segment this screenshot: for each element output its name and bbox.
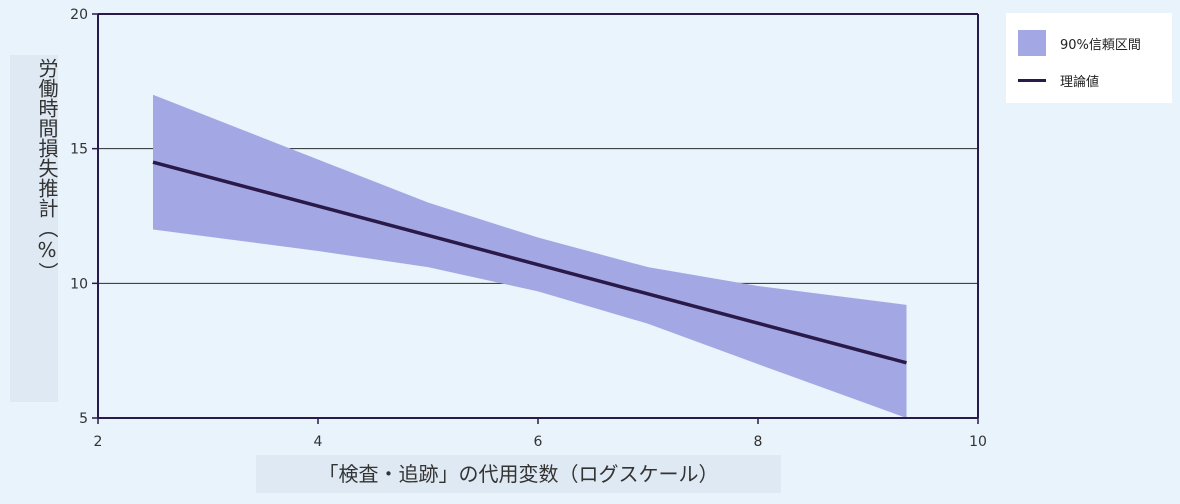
y-tick-label-0: 5 [79,411,88,427]
legend-swatch-band [1018,30,1046,56]
tick-layer: 5 10 15 20 2 4 6 8 10 [70,7,987,450]
y-axis-label: 労働時間損失推計（%） [35,58,59,282]
x-tick-label-0: 2 [94,434,103,450]
legend-label-band: 90%信頼区間 [1060,37,1141,53]
axis-layer [92,13,979,424]
legend-item-line: 理論値 [1018,71,1099,90]
y-tick-label-1: 10 [70,276,88,292]
confidence-band [153,94,907,419]
legend-item-band: 90%信頼区間 [1018,30,1141,56]
x-tick-label-3: 8 [754,434,763,450]
legend-label-line: 理論値 [1060,75,1100,90]
theoretical-line [152,160,907,365]
y-axis-label-box [10,55,58,402]
y-tick-label-2: 15 [70,142,88,158]
legend-swatch-line [1018,79,1046,82]
legend: 90%信頼区間 理論値 [1006,13,1172,103]
x-tick-label-2: 6 [534,434,543,450]
x-tick-label-4: 10 [969,434,987,450]
line-layer [152,160,907,365]
y-tick-label-3: 20 [70,7,88,23]
x-axis-label-box [256,455,781,493]
band-layer [153,94,907,419]
x-tick-label-1: 4 [314,434,323,450]
x-axis-label: 「検査・追跡」の代用変数（ログスケール） [318,462,719,486]
